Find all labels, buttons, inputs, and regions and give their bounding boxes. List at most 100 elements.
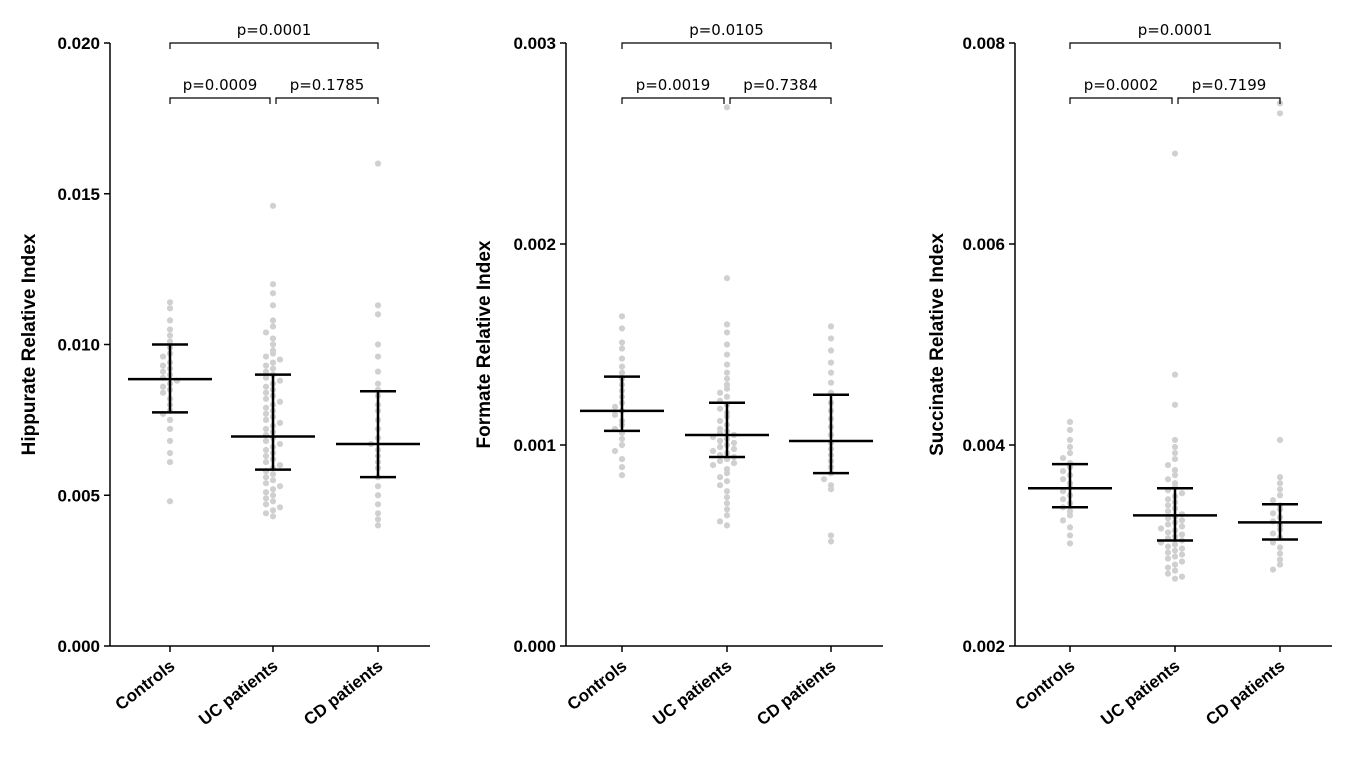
data-point <box>827 538 835 545</box>
y-tick-label: 0.001 <box>513 436 556 455</box>
data-point <box>618 455 626 463</box>
data-point <box>730 459 738 467</box>
data-point <box>723 500 731 507</box>
data-point <box>723 512 731 519</box>
data-point <box>618 339 626 346</box>
data-point <box>269 359 277 366</box>
data-point <box>716 437 724 445</box>
data-point <box>827 486 835 493</box>
data-point <box>262 362 270 369</box>
data-point <box>827 532 835 539</box>
data-point <box>1066 426 1074 434</box>
data-point <box>723 329 731 336</box>
data-point <box>1164 521 1172 528</box>
data-point <box>269 290 277 297</box>
data-point <box>374 380 382 387</box>
data-point <box>723 494 731 501</box>
data-point <box>618 472 626 479</box>
data-point <box>374 302 382 309</box>
data-point <box>1171 472 1179 479</box>
data-point <box>827 335 835 342</box>
data-point <box>1171 449 1179 457</box>
data-point <box>611 411 619 418</box>
data-point <box>1276 480 1284 487</box>
data-point <box>1164 502 1172 509</box>
data-point <box>1276 556 1284 563</box>
p-value-label: p=0.7384 <box>743 76 818 94</box>
y-axis-title: Succinate Relative Index <box>927 233 948 456</box>
data-point <box>1171 443 1179 451</box>
data-point <box>827 323 835 330</box>
p-value-label: p=0.0019 <box>636 76 711 94</box>
data-point <box>716 405 724 412</box>
p-value-label: p=0.0002 <box>1084 76 1159 94</box>
data-point <box>1178 531 1186 538</box>
data-point <box>1178 490 1186 497</box>
data-point <box>166 437 174 445</box>
data-point <box>1269 530 1277 537</box>
data-point <box>723 375 731 382</box>
data-point <box>159 368 167 375</box>
data-point <box>618 363 626 370</box>
data-point <box>1178 523 1186 530</box>
data-point <box>716 474 724 481</box>
data-point <box>730 445 738 453</box>
data-point <box>276 440 284 448</box>
data-point <box>262 410 270 417</box>
group-cd-patients <box>336 160 420 529</box>
data-point <box>166 305 174 312</box>
data-point <box>1164 515 1172 522</box>
data-point <box>1059 476 1067 483</box>
data-point <box>262 389 270 396</box>
x-tick-label: Controls <box>564 656 631 714</box>
data-point <box>1178 551 1186 558</box>
data-point <box>1164 570 1172 577</box>
group-uc-patients <box>231 202 315 520</box>
p-value-label: p=0.0009 <box>183 76 258 94</box>
data-point <box>1066 443 1074 451</box>
data-point <box>1171 547 1179 554</box>
x-tick-label: CD patients <box>300 656 386 729</box>
data-point <box>276 504 284 511</box>
data-point <box>269 350 277 357</box>
data-point <box>166 326 174 333</box>
group-cd-patients <box>789 323 873 545</box>
data-point <box>723 351 731 358</box>
y-tick-label: 0.005 <box>57 486 100 505</box>
data-point <box>723 522 731 529</box>
data-point <box>827 379 835 386</box>
data-point <box>1164 508 1172 515</box>
chart-panel-3: 0.002 0.004 0.006 0.008 Succinate Relative I… <box>927 21 1332 729</box>
data-point <box>1171 436 1179 444</box>
data-point <box>374 501 382 508</box>
data-point <box>1276 436 1284 444</box>
y-tick-label: 0.020 <box>57 34 100 53</box>
data-point <box>374 492 382 499</box>
data-point <box>618 355 626 362</box>
data-point <box>269 486 277 493</box>
group-uc-patients <box>685 104 769 529</box>
data-point <box>618 464 626 471</box>
data-point <box>723 361 731 368</box>
chart-panel-1: 0.000 0.005 0.010 0.015 0.020 Hippurate Relat… <box>19 21 430 729</box>
data-point <box>262 446 270 454</box>
data-point <box>1059 517 1067 524</box>
data-point <box>723 393 731 400</box>
data-point <box>716 389 724 396</box>
data-point <box>1269 566 1277 573</box>
data-point <box>269 281 277 288</box>
data-point <box>269 202 277 209</box>
data-point <box>1269 497 1277 504</box>
x-tick-label: Controls <box>1012 656 1079 714</box>
significance-bracket <box>169 42 379 49</box>
data-point <box>618 435 626 443</box>
data-point <box>716 482 724 489</box>
significance-bracket <box>621 42 832 49</box>
p-value-label: p=0.0001 <box>237 21 312 39</box>
data-point <box>159 389 167 396</box>
data-point <box>374 311 382 318</box>
data-point <box>269 507 277 514</box>
data-point <box>1269 539 1277 546</box>
data-point <box>723 506 731 513</box>
